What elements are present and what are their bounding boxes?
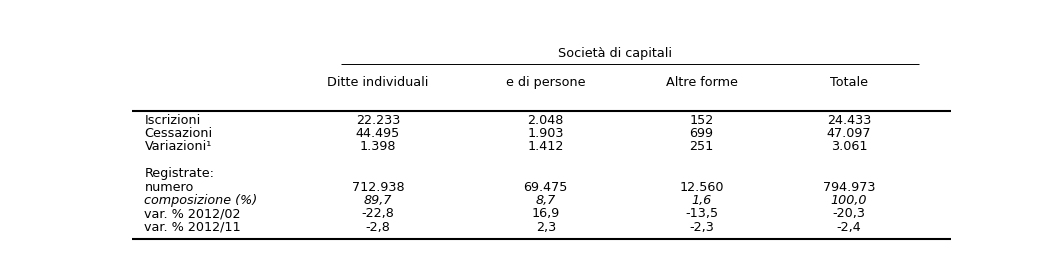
Text: Società di capitali: Società di capitali [558,47,672,60]
Text: -2,3: -2,3 [689,221,713,233]
Text: -13,5: -13,5 [685,207,718,220]
Text: 12.560: 12.560 [680,181,724,193]
Text: e di persone: e di persone [506,76,586,89]
Text: Registrate:: Registrate: [145,167,215,180]
Text: 152: 152 [689,114,713,127]
Text: Cessazioni: Cessazioni [145,127,212,140]
Text: 89,7: 89,7 [364,194,392,207]
Text: 44.495: 44.495 [356,127,400,140]
Text: Altre forme: Altre forme [666,76,738,89]
Text: Ditte individuali: Ditte individuali [328,76,428,89]
Text: Totale: Totale [830,76,868,89]
Text: 69.475: 69.475 [523,181,568,193]
Text: 251: 251 [689,140,713,153]
Text: 100,0: 100,0 [831,194,867,207]
Text: 1.903: 1.903 [527,127,564,140]
Text: 712.938: 712.938 [352,181,404,193]
Text: var. % 2012/11: var. % 2012/11 [145,221,241,233]
Text: var. % 2012/02: var. % 2012/02 [145,207,241,220]
Text: 16,9: 16,9 [532,207,560,220]
Text: 47.097: 47.097 [827,127,871,140]
Text: 24.433: 24.433 [827,114,871,127]
Text: composizione (%): composizione (%) [145,194,258,207]
Text: 22.233: 22.233 [356,114,400,127]
Text: -20,3: -20,3 [833,207,866,220]
Text: numero: numero [145,181,193,193]
Text: Variazioni¹: Variazioni¹ [145,140,211,153]
Text: 2,3: 2,3 [536,221,556,233]
Text: -22,8: -22,8 [361,207,394,220]
Text: 1,6: 1,6 [691,194,711,207]
Text: 699: 699 [689,127,713,140]
Text: -2,8: -2,8 [366,221,390,233]
Text: 1.398: 1.398 [359,140,396,153]
Text: 2.048: 2.048 [527,114,564,127]
Text: 1.412: 1.412 [527,140,564,153]
Text: Iscrizioni: Iscrizioni [145,114,201,127]
Text: 3.061: 3.061 [831,140,867,153]
Text: 8,7: 8,7 [536,194,556,207]
Text: 794.973: 794.973 [822,181,875,193]
Text: -2,4: -2,4 [836,221,861,233]
